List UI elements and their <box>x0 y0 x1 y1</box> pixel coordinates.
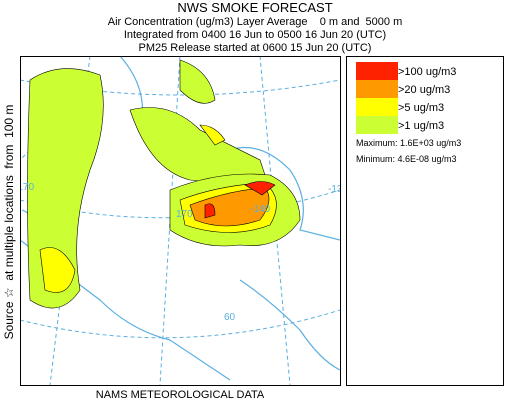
legend-label: >100 ug/m3 <box>398 66 456 78</box>
legend-swatch <box>356 62 398 80</box>
legend-label: >5 ug/m3 <box>398 102 444 114</box>
side-label: Source ☆ at multiple locations from 100 … <box>2 105 16 340</box>
title: NWS SMOKE FORECAST <box>177 0 332 15</box>
legend: >100 ug/m3 >20 ug/m3 >5 ug/m3 >1 ug/m3 <box>356 62 456 134</box>
subtitle: Air Concentration (ug/m3) Layer Average … <box>108 16 403 28</box>
map-label: -140 <box>250 204 270 215</box>
legend-swatch <box>356 116 398 134</box>
footer: NAMS METEOROLOGICAL DATA <box>96 389 265 401</box>
map-label: 170 <box>176 209 193 220</box>
map-label: 60 <box>224 312 236 323</box>
map: -170 -130 170 -140 60 <box>14 57 348 385</box>
legend-swatch <box>356 80 398 98</box>
subtitle: PM25 Release started at 0600 15 Jun 20 (… <box>139 42 372 54</box>
smoke-plume <box>27 59 301 309</box>
legend-swatch <box>356 98 398 116</box>
map-label: -130 <box>328 184 348 195</box>
legend-label: >1 ug/m3 <box>398 120 444 132</box>
map-label: -170 <box>14 182 34 193</box>
maximum: Maximum: 1.6E+03 ug/m3 <box>356 138 461 148</box>
minimum: Minimum: 4.6E-08 ug/m3 <box>356 154 457 164</box>
legend-label: >20 ug/m3 <box>398 84 450 96</box>
subtitle: Integrated from 0400 16 Jun to 0500 16 J… <box>124 29 386 41</box>
